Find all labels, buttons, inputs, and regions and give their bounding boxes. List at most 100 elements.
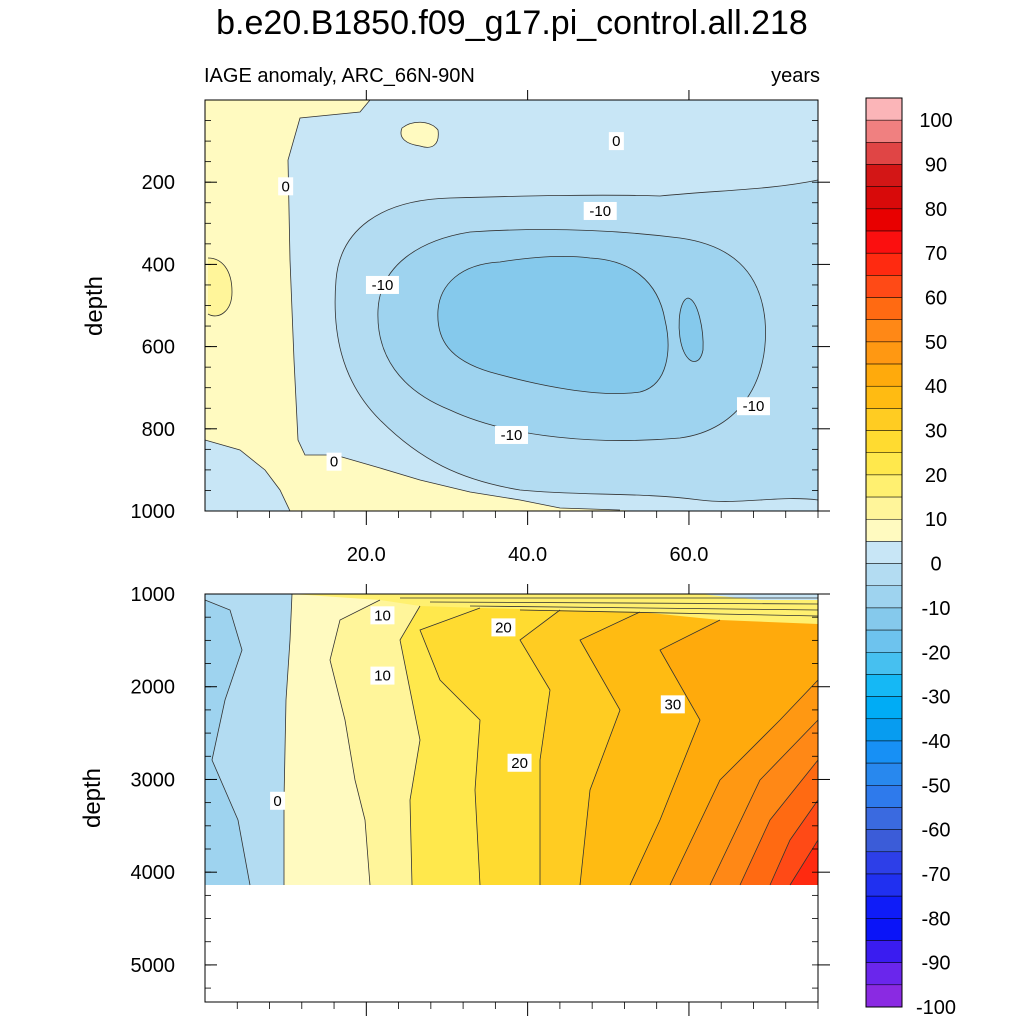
lower-panel: 10 20 10 30 20 0 1000 2000 3000 4000 5000 [131, 584, 830, 1016]
colorbar-swatch [865, 563, 903, 587]
colorbar-swatch [865, 918, 903, 941]
svg-text:20: 20 [495, 619, 512, 636]
upper-y-tick-label: 400 [142, 254, 175, 276]
colorbar-label: -70 [922, 864, 951, 886]
upper-x-tick-label: 40.0 [508, 544, 547, 566]
colorbar-swatch [865, 607, 903, 631]
svg-text:0: 0 [612, 133, 620, 150]
svg-text:-10: -10 [501, 427, 523, 444]
svg-text:0: 0 [273, 793, 281, 810]
upper-y-axis-title: depth [81, 276, 108, 336]
colorbar-swatch [865, 785, 903, 808]
svg-text:10: 10 [374, 668, 391, 685]
colorbar-label: 20 [925, 465, 947, 487]
upper-minus15-region [437, 256, 669, 394]
upper-contour-label: -10 [365, 275, 399, 294]
upper-x-tick-label: 20.0 [347, 544, 386, 566]
colorbar-swatch [865, 252, 903, 276]
lower-contour-label: 30 [660, 695, 685, 714]
colorbar-swatch [865, 696, 903, 720]
colorbar-swatch [865, 319, 903, 343]
upper-contour-label: 0 [326, 452, 342, 471]
lower-contour-label: 10 [370, 666, 395, 685]
colorbar-swatch [865, 208, 903, 232]
upper-x-tick-label: 60.0 [669, 544, 708, 566]
colorbar-label: -30 [922, 687, 951, 709]
lower-contour-label: 10 [370, 606, 395, 625]
svg-text:0: 0 [281, 178, 289, 195]
colorbar-swatch [865, 186, 903, 210]
figure-title: b.e20.B1850.f09_g17.pi_control.all.218 [216, 4, 808, 42]
colorbar-label: 70 [925, 243, 947, 265]
svg-text:20: 20 [511, 755, 528, 772]
lower-30-35-region [580, 612, 720, 885]
colorbar-label: 60 [925, 288, 947, 310]
colorbar-label: -10 [922, 598, 951, 620]
colorbar-swatch [865, 762, 903, 786]
colorbar-label: 30 [925, 421, 947, 443]
upper-y-tick-label: 200 [142, 172, 175, 194]
colorbar-label: 90 [925, 155, 947, 177]
colorbar-swatch [865, 984, 903, 1008]
colorbar-swatch [865, 430, 903, 453]
colorbar-label: -50 [922, 775, 951, 797]
colorbar-label: 100 [919, 110, 952, 132]
lower-15-20-region [400, 606, 480, 885]
colorbar-swatch [865, 363, 903, 387]
colorbar-swatch [865, 585, 903, 609]
upper-y-tick-label: 600 [142, 337, 175, 359]
upper-contour-label: -10 [583, 201, 617, 220]
colorbar-swatch [865, 496, 903, 520]
colorbar-swatch [865, 895, 903, 919]
colorbar-swatch [865, 408, 903, 431]
svg-text:10: 10 [374, 607, 391, 624]
colorbar-swatch [865, 518, 903, 542]
colorbar-swatch [865, 230, 903, 254]
colorbar-swatch [865, 341, 903, 365]
colorbar-swatch [865, 718, 903, 742]
colorbar-swatch [865, 674, 903, 697]
lower-10-15-region [330, 600, 420, 885]
subtitle-right: years [771, 65, 820, 87]
upper-contour-label: 0 [278, 177, 294, 196]
colorbar-swatch [865, 452, 903, 476]
colorbar-label: -100 [916, 997, 956, 1019]
lower-contour-label: 20 [507, 753, 532, 772]
svg-text:-10: -10 [372, 277, 394, 294]
colorbar-swatch [865, 541, 903, 564]
colorbar-swatch [865, 629, 903, 653]
colorbar-label: 80 [925, 199, 947, 221]
colorbar-label: -40 [922, 731, 951, 753]
lower-20-25-region [420, 608, 560, 885]
colorbar-swatch [865, 297, 903, 320]
colorbar-swatch [865, 474, 903, 498]
svg-text:0: 0 [330, 454, 338, 471]
colorbar-swatch [865, 740, 903, 764]
colorbar-swatch [865, 142, 903, 165]
upper-contour-label: -10 [495, 425, 528, 444]
lower-0-10-region [284, 594, 380, 885]
colorbar-swatch [865, 940, 903, 963]
colorbar-swatch [865, 275, 903, 298]
colorbar-label: 0 [930, 554, 941, 576]
colorbar-label: -90 [922, 953, 951, 975]
upper-y-tick-label: 1000 [131, 501, 176, 523]
lower-y-tick-label: 2000 [131, 677, 176, 699]
colorbar-swatch [865, 385, 903, 409]
lower-25-30-region [520, 610, 640, 885]
upper-contour-label: -10 [736, 397, 770, 416]
colorbar-label: -60 [922, 820, 951, 842]
lower-y-axis-title: depth [79, 768, 106, 828]
colorbar-swatch [865, 807, 903, 830]
svg-text:-10: -10 [743, 398, 765, 415]
colorbar: 1009080706050403020100-10-20-30-40-50-60… [865, 97, 956, 1019]
upper-contour-label: 0 [608, 132, 624, 151]
lower-y-tick-label: 3000 [131, 769, 176, 791]
colorbar-label: 40 [925, 376, 947, 398]
upper-y-tick-label: 800 [142, 419, 175, 441]
colorbar-swatch [865, 851, 903, 875]
svg-text:30: 30 [664, 696, 681, 713]
colorbar-swatch [865, 873, 903, 897]
colorbar-swatch [865, 829, 903, 853]
